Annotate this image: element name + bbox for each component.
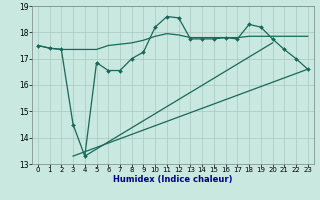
X-axis label: Humidex (Indice chaleur): Humidex (Indice chaleur) (113, 175, 233, 184)
